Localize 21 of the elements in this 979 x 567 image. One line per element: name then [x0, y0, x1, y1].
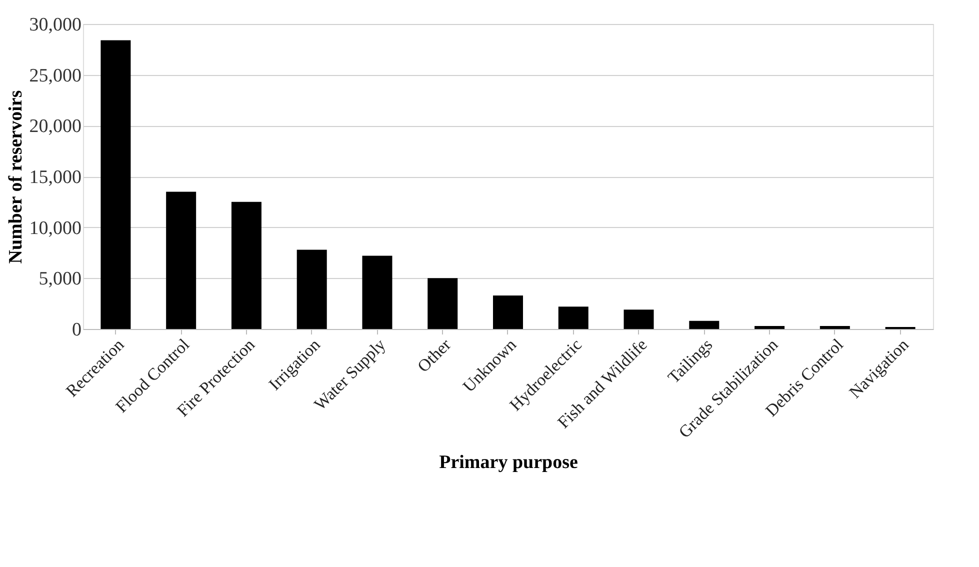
y-tick-label: 15,000 [29, 167, 82, 188]
y-tick-label: 30,000 [29, 14, 82, 36]
bar [820, 326, 850, 329]
bar [428, 278, 458, 329]
y-axis-title: Number of reservoirs [5, 90, 26, 264]
bar [100, 40, 131, 329]
x-axis-title: Primary purpose [439, 452, 578, 473]
bar [296, 250, 327, 329]
y-tick-label: 5,000 [38, 268, 82, 290]
bar [689, 320, 720, 329]
bar [166, 192, 196, 329]
y-tick-label: 25,000 [29, 65, 82, 86]
bar [362, 256, 392, 329]
bar [624, 310, 654, 329]
bar [754, 326, 785, 329]
y-tick-label: 20,000 [29, 116, 82, 138]
y-tick-label: 10,000 [29, 218, 82, 239]
bar [231, 202, 262, 329]
y-tick-label: 0 [72, 320, 82, 340]
bar [493, 295, 523, 329]
bar [558, 306, 588, 329]
